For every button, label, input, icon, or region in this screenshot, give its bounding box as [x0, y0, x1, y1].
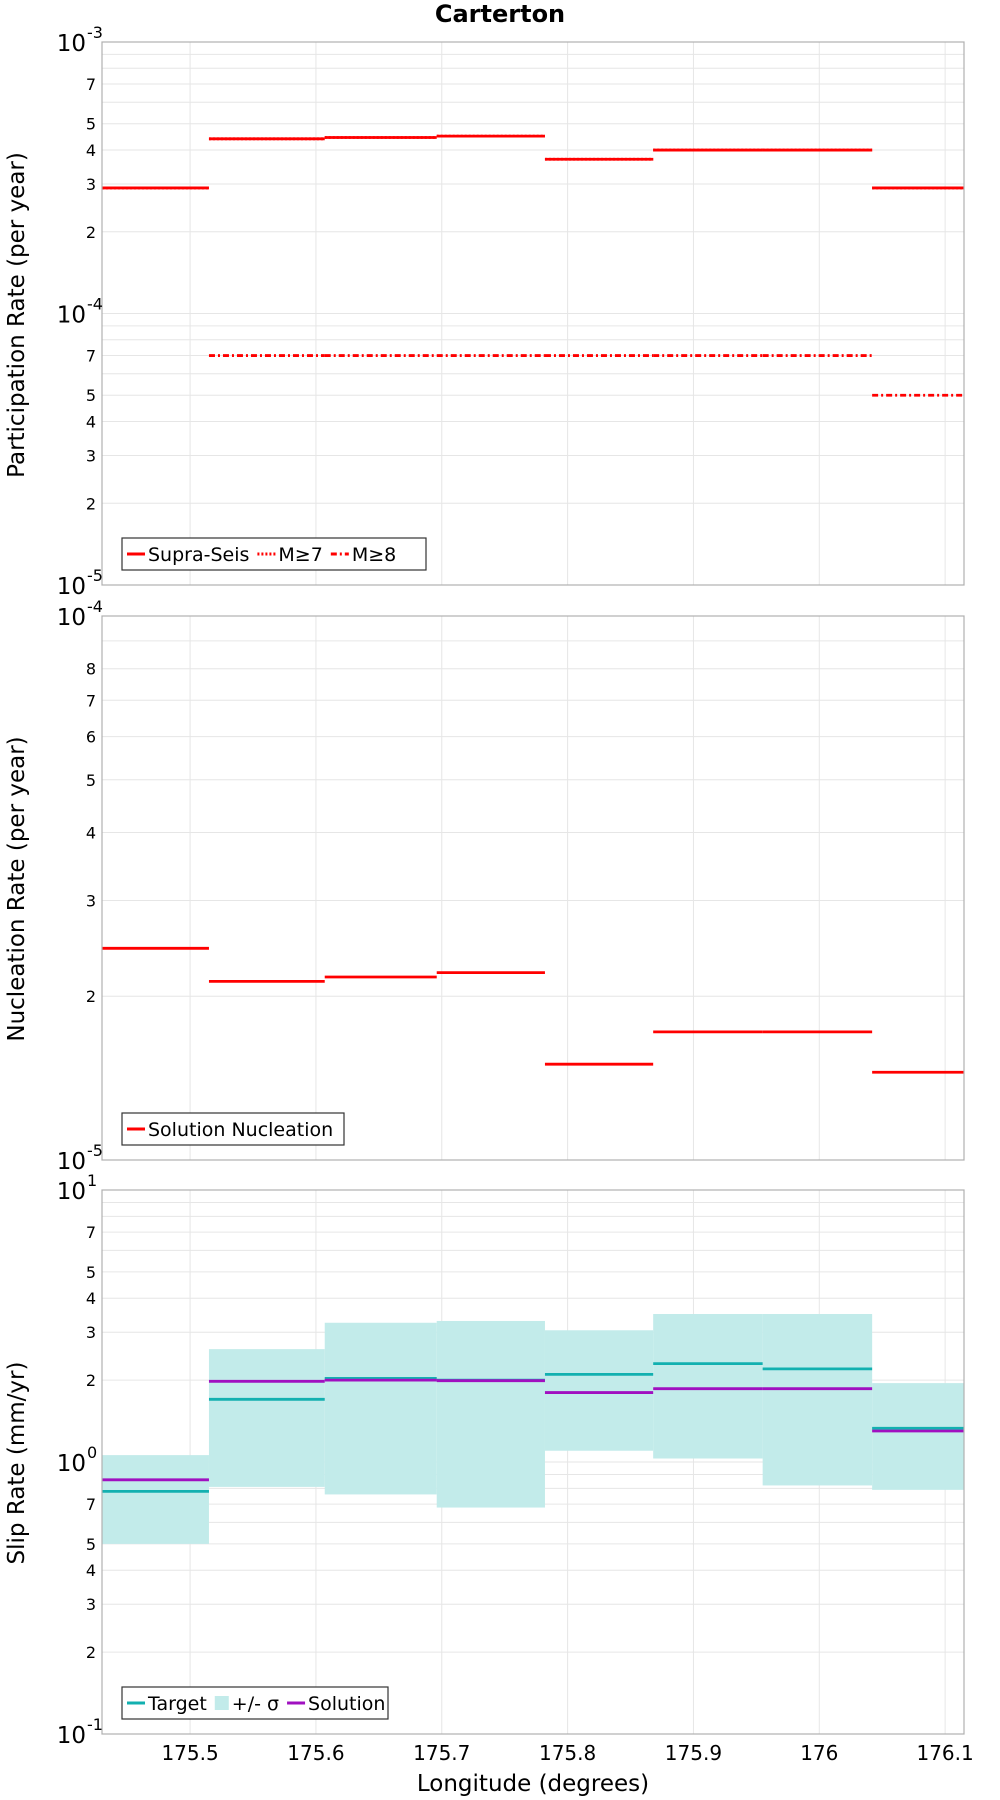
y-tick-label: 4 — [86, 1561, 96, 1580]
y-tick-label: 10 — [57, 303, 86, 329]
plot-area — [102, 616, 964, 1160]
y-tick-label: 2 — [86, 1371, 96, 1390]
legend-entry-label: M≥8 — [352, 544, 396, 566]
y-tick-label: 8 — [86, 660, 96, 679]
legend-entry-label: Target — [147, 1693, 207, 1715]
y-tick-label: 10 — [57, 1149, 86, 1175]
y-tick-label: 3 — [86, 1595, 96, 1614]
plot-frame — [101, 615, 965, 1161]
legend-entry-label: Solution Nucleation — [148, 1119, 333, 1141]
y-tick-exponent: -5 — [87, 1141, 103, 1160]
y-tick-label: 7 — [86, 1495, 96, 1514]
y-tick-exponent: -1 — [87, 1715, 103, 1734]
y-tick-label: 3 — [86, 1323, 96, 1342]
y-tick-label: 4 — [86, 1289, 96, 1308]
x-tick-label: 176 — [800, 1741, 838, 1765]
y-tick-label: 5 — [86, 115, 96, 134]
y-tick-exponent: -5 — [87, 566, 103, 585]
legend-swatch — [214, 1696, 229, 1710]
x-tick-label: 176.1 — [916, 1741, 973, 1765]
y-tick-label: 7 — [86, 75, 96, 94]
x-axis-label: Longitude (degrees) — [417, 1771, 649, 1797]
y-tick-label: 3 — [86, 446, 96, 465]
y-tick-label: 3 — [86, 891, 96, 910]
legend-box — [121, 1112, 345, 1146]
sigma-band-segment — [102, 1455, 209, 1544]
y-tick-label: 10 — [57, 574, 86, 600]
y-tick-exponent: 1 — [87, 1171, 97, 1190]
sigma-band-segment — [653, 1314, 763, 1459]
y-tick-label: 2 — [86, 1643, 96, 1662]
plot-frame — [101, 1189, 965, 1735]
sigma-band-segment — [208, 1349, 325, 1487]
y-tick-exponent: 0 — [87, 1443, 97, 1462]
legend-entry-label: M≥7 — [278, 544, 322, 566]
legend-entry-label: Solution — [308, 1693, 385, 1715]
y-tick-label: 7 — [86, 1223, 96, 1242]
y-tick-label: 5 — [86, 1263, 96, 1282]
y-tick-label: 7 — [86, 691, 96, 710]
y-tick-label: 5 — [86, 386, 96, 405]
y-tick-label: 10 — [57, 1723, 86, 1749]
y-tick-label: 10 — [57, 1451, 86, 1477]
chart-title: Carterton — [435, 0, 565, 28]
y-tick-exponent: -4 — [87, 597, 103, 616]
slip-rate-y-axis-label: Slip Rate (mm/yr) — [4, 1362, 30, 1565]
x-tick-label: 175.7 — [413, 1741, 470, 1765]
participation-y-axis-label: Participation Rate (per year) — [4, 152, 30, 478]
y-tick-exponent: -3 — [87, 23, 103, 42]
y-tick-label: 6 — [86, 728, 96, 747]
y-tick-label: 7 — [86, 347, 96, 366]
legend-box — [121, 1686, 389, 1720]
legend: Solution Nucleation — [121, 1112, 345, 1146]
sigma-band-segment — [762, 1314, 873, 1486]
y-tick-label: 10 — [57, 1179, 86, 1205]
plot-frame — [101, 41, 965, 586]
y-tick-label: 5 — [86, 1535, 96, 1554]
sigma-band-segment — [872, 1383, 964, 1490]
y-tick-label: 5 — [86, 771, 96, 790]
x-tick-label: 175.9 — [665, 1741, 722, 1765]
sigma-band-segment — [544, 1330, 654, 1451]
nucleation-y-axis-label: Nucleation Rate (per year) — [4, 736, 30, 1041]
y-tick-label: 2 — [86, 987, 96, 1006]
legend-entry-label: Supra-Seis — [148, 544, 249, 566]
x-tick-label: 175.8 — [539, 1741, 596, 1765]
y-tick-label: 2 — [86, 494, 96, 513]
y-tick-label: 4 — [86, 413, 96, 432]
y-tick-exponent: -4 — [87, 295, 103, 314]
legend: Target +/- σ Solution — [121, 1686, 389, 1720]
x-tick-label: 175.6 — [287, 1741, 344, 1765]
sigma-band-segment — [436, 1320, 545, 1508]
y-tick-label: 10 — [57, 31, 86, 57]
legend-entry-label: +/- σ — [232, 1693, 279, 1715]
y-tick-label: 2 — [86, 223, 96, 242]
y-tick-label: 3 — [86, 175, 96, 194]
legend: Supra-Seis M≥7 M≥8 — [121, 537, 427, 571]
x-tick-label: 175.5 — [161, 1741, 218, 1765]
y-tick-label: 10 — [57, 605, 86, 631]
y-tick-label: 4 — [86, 823, 96, 842]
sigma-band-segment — [324, 1322, 437, 1495]
y-tick-label: 4 — [86, 141, 96, 160]
